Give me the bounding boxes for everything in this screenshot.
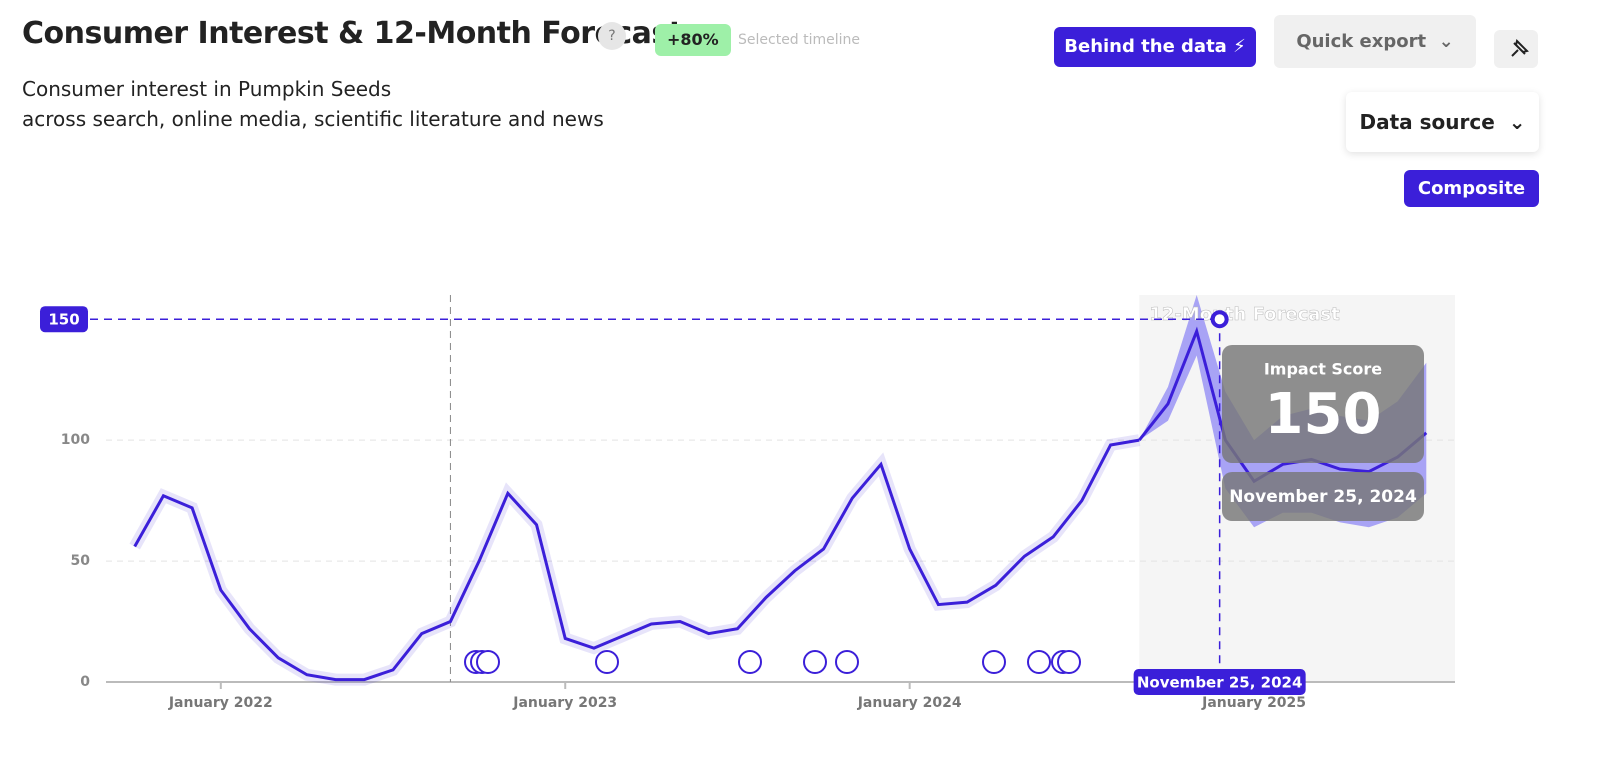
- y-tick-label: 50: [71, 553, 91, 569]
- pin-icon: [1511, 39, 1529, 57]
- change-note: Selected timeline: [738, 32, 861, 48]
- subtitle: Consumer interest in Pumpkin Seeds: [22, 77, 392, 101]
- x-tick-label: January 2025: [1201, 695, 1306, 711]
- pin-button[interactable]: [1494, 30, 1538, 68]
- subtitle: across search, online media, scientific …: [22, 107, 604, 131]
- x-tick-label: January 2023: [512, 695, 617, 711]
- x-badge-label: November 25, 2024: [1137, 674, 1303, 692]
- forecast-region: [1139, 295, 1455, 682]
- y-tick-label: 0: [80, 674, 90, 690]
- change-badge: +80%: [655, 24, 731, 56]
- behind-button[interactable]: Behind the data ⚡: [1054, 27, 1256, 67]
- tooltip-date: November 25, 2024: [1229, 487, 1417, 507]
- tooltip-date-box: [1222, 472, 1424, 521]
- forecast-band: [1139, 295, 1427, 528]
- export-button[interactable]: Quick export ⌄: [1274, 15, 1476, 68]
- forecast-label: 12-Month Forecast: [1149, 304, 1340, 325]
- x-badge: [1133, 669, 1306, 695]
- tooltip-value: 150: [1265, 382, 1382, 447]
- label: Quick export: [1296, 31, 1427, 52]
- source-dropdown[interactable]: Data source ⌄: [1346, 92, 1539, 152]
- label: Behind the data: [1064, 36, 1227, 57]
- x-tick-label: January 2024: [857, 695, 962, 711]
- line-glow: [129, 434, 1141, 686]
- forecast-line: [1138, 326, 1428, 484]
- title: Consumer Interest & 12-Month Forecast: [22, 16, 683, 51]
- tooltip-label: Impact Score: [1264, 360, 1382, 379]
- composite-button[interactable]: Composite: [1404, 170, 1539, 207]
- tooltip: [1222, 345, 1424, 463]
- event-icons: [464, 650, 1081, 674]
- y-tick-label: 100: [61, 432, 90, 448]
- y-badge: [40, 306, 88, 333]
- help[interactable]: ?: [598, 22, 626, 50]
- x-tick-label: January 2022: [168, 695, 273, 711]
- y-badge-label: 150: [48, 311, 79, 329]
- label: Data source: [1359, 110, 1495, 134]
- highlight-point: [1210, 310, 1229, 329]
- series-line: [133, 438, 1140, 682]
